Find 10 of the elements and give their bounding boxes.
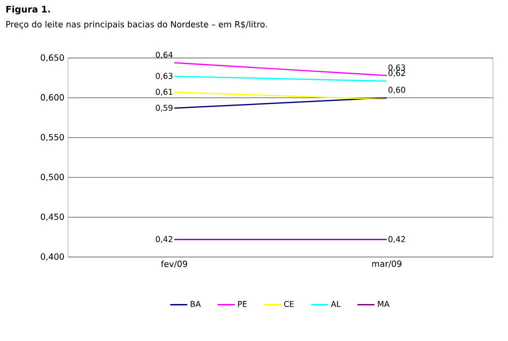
x-tick-label: fev/09 — [161, 260, 188, 268]
chart-title: Figura 1. — [6, 6, 50, 14]
y-tick-label: 0,600 — [40, 94, 64, 102]
x-tick-label: mar/09 — [372, 260, 402, 268]
chart-subtitle: Preço do leite nas principais bacias do Nordeste – em R$/litro. — [6, 20, 267, 30]
y-tick-label: 0,650 — [40, 54, 64, 62]
y-tick-label: 0,500 — [40, 174, 64, 182]
y-tick-label: 0,450 — [40, 214, 64, 221]
y-tick-label: 0,400 — [40, 253, 64, 261]
y-tick-label: 0,550 — [40, 134, 64, 142]
